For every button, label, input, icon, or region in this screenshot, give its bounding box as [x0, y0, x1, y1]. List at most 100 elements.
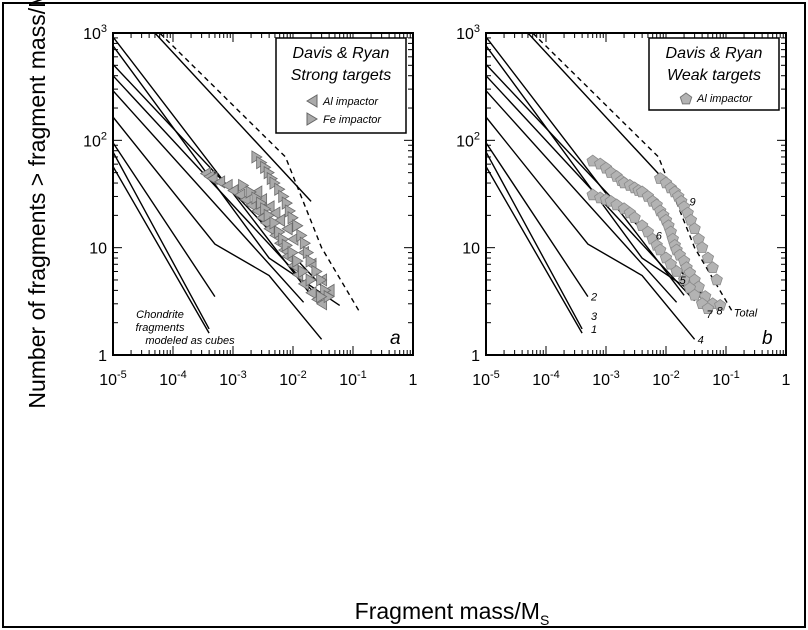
y-tick-label: 10 — [89, 241, 107, 258]
panel-b-curve-labels: 1 2 3 4 5 6 7 8 9 Total — [590, 196, 758, 346]
x-tick-label: 10-4 — [159, 369, 187, 389]
panel-a-legend-marker-al — [306, 94, 318, 108]
panel-a-legend: Davis & Ryan Strong targets Al impactor … — [275, 37, 407, 134]
x-tick-label: 10-5 — [99, 369, 127, 389]
fragment-distribution-line — [112, 166, 210, 334]
fragment-distribution-line — [112, 116, 323, 340]
y-tick-label: 1 — [471, 348, 480, 365]
fragment-distribution-line — [485, 75, 696, 302]
marker-triangle-left — [269, 206, 281, 220]
curve-label: 5 — [680, 275, 687, 287]
y-tick-label: 103 — [83, 23, 107, 43]
y-tick-label: 103 — [456, 23, 480, 43]
marker-triangle-left — [213, 175, 226, 189]
fragment-distribution-line — [485, 142, 589, 297]
fragment-distribution-line — [485, 36, 685, 296]
marker-triangle-right — [316, 289, 328, 304]
panel-b-legend-title-1: Davis & Ryan — [666, 45, 763, 62]
fragment-distribution-line — [485, 116, 696, 340]
marker-triangle-left — [234, 188, 246, 202]
marker-triangle-right — [305, 254, 317, 268]
marker-pentagon — [688, 222, 701, 234]
marker-pentagon — [654, 243, 667, 256]
fragment-distribution-line — [112, 90, 305, 303]
panel-b-markers — [586, 154, 727, 314]
panel-a-legend-title-1: Davis & Ryan — [293, 45, 390, 62]
panel-a-legend-box — [275, 37, 407, 134]
y-tick-label: 102 — [456, 130, 480, 150]
panel-a-annotation-line-2: fragments — [136, 322, 185, 334]
marker-triangle-right — [292, 219, 304, 233]
curve-label: 8 — [717, 305, 724, 317]
marker-pentagon — [695, 241, 709, 253]
panel-a-letter: a — [390, 328, 401, 349]
panel-b-legend-box — [648, 37, 780, 111]
fragment-distribution-line — [112, 36, 312, 296]
marker-pentagon — [710, 273, 723, 286]
marker-triangle-right — [238, 178, 250, 193]
marker-triangle-left — [221, 178, 233, 193]
x-tick-label: 1 — [409, 372, 418, 389]
marker-triangle-right — [298, 264, 310, 279]
x-tick-label: 10-3 — [592, 369, 620, 389]
curve-label: 6 — [656, 230, 663, 242]
fragment-distribution-line — [485, 151, 583, 330]
marker-triangle-left — [227, 183, 239, 198]
fragment-distribution-line — [527, 32, 685, 202]
panel-a-legend-title-2: Strong targets — [291, 67, 392, 84]
fragment-distribution-line — [112, 142, 216, 297]
x-tick-label: 1 — [782, 372, 791, 389]
y-axis-title: Number of fragments > fragment mass/MS — [24, 0, 54, 409]
marker-pentagon — [706, 261, 719, 273]
x-axis-title-sub: S — [540, 612, 549, 628]
curve-label: 9 — [690, 196, 696, 208]
x-tick-label: 10-1 — [339, 369, 367, 389]
marker-pentagon — [628, 211, 641, 223]
y-tick-label: 1 — [98, 348, 107, 365]
total-dashed-line — [159, 32, 361, 313]
marker-triangle-right — [292, 254, 304, 268]
fragment-distribution-line — [112, 75, 323, 302]
marker-pentagon — [677, 273, 691, 286]
marker-pentagon — [664, 257, 677, 270]
panel-a-legend-entry-al: Al impactor — [322, 96, 379, 108]
fragment-distribution-line — [485, 166, 583, 334]
y-tick-label: 102 — [83, 130, 107, 150]
x-tick-label: 10-1 — [712, 369, 740, 389]
panel-a-legend-entry-fe: Fe impactor — [323, 114, 382, 126]
marker-triangle-right — [305, 273, 317, 287]
marker-pentagon — [701, 251, 715, 264]
marker-pentagon — [714, 298, 727, 311]
marker-triangle-left — [305, 286, 317, 300]
marker-triangle-right — [299, 236, 312, 250]
curve-label: 7 — [706, 309, 713, 321]
marker-triangle-right — [281, 238, 293, 253]
panel-a-annotation-line-1: Chondrite — [136, 309, 184, 321]
marker-pentagon — [688, 288, 701, 301]
curve-label: 2 — [590, 292, 597, 304]
fragment-distribution-line — [112, 151, 210, 330]
panel-b-letter: b — [762, 328, 773, 349]
panel-a-annotation-line-3: modeled as cubes — [145, 335, 235, 347]
y-tick-label: 10 — [462, 241, 480, 258]
panel-a-markers — [199, 150, 335, 311]
fragment-distribution-line — [154, 32, 312, 202]
x-tick-label: 10-2 — [279, 369, 307, 389]
curve-label: 4 — [698, 334, 704, 346]
marker-pentagon — [701, 302, 715, 314]
panel-b-legend-entry-al: Al impactor — [696, 93, 753, 105]
marker-triangle-right — [263, 208, 275, 223]
x-axis-title-main: Fragment mass/M — [355, 598, 540, 624]
x-tick-label: 10-5 — [472, 369, 500, 389]
curve-label: 1 — [591, 324, 597, 336]
marker-pentagon — [670, 265, 683, 277]
marker-triangle-left — [281, 222, 293, 236]
panel-b-legend-marker-al — [679, 92, 693, 105]
panel-b-legend: Davis & Ryan Weak targets Al impactor — [648, 37, 780, 111]
fragment-distribution-line — [485, 90, 678, 303]
x-tick-label: 10-4 — [532, 369, 560, 389]
